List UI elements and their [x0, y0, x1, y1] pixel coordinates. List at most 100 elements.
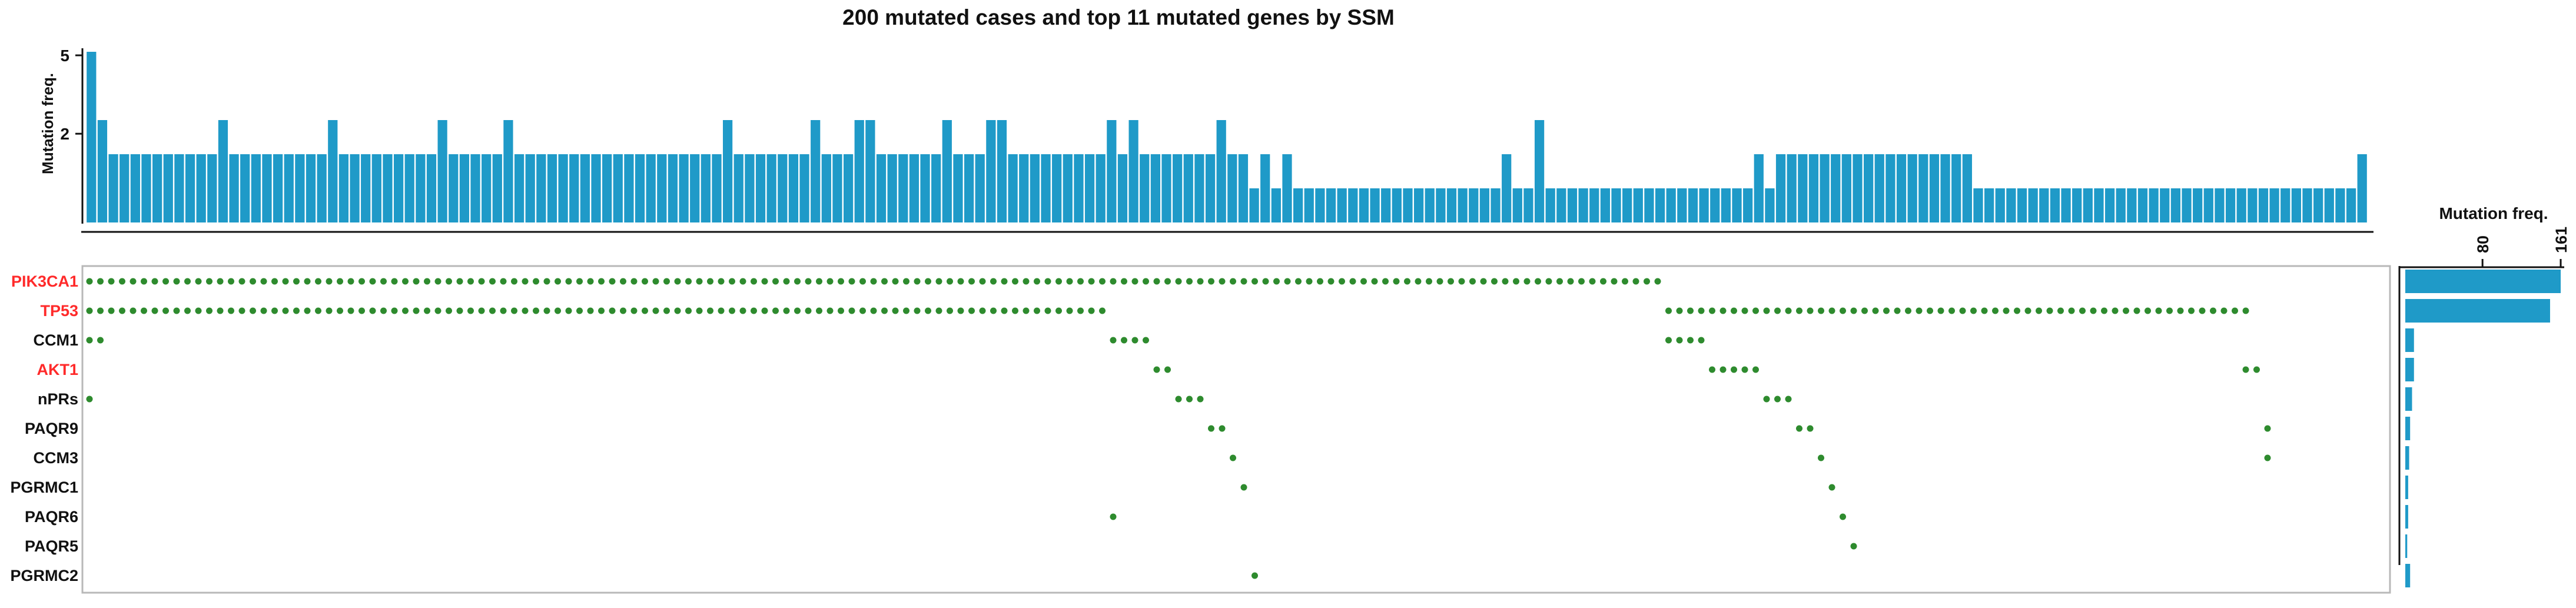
mutation-dot: [652, 278, 659, 285]
case-bar: [986, 120, 996, 222]
mutation-dot: [783, 278, 790, 285]
case-bar: [1907, 154, 1917, 222]
mutation-dot: [1741, 366, 1748, 373]
case-bar: [130, 154, 140, 222]
mutation-dot: [1850, 307, 1857, 314]
mutation-dot: [380, 278, 387, 285]
mutation-dot: [630, 278, 638, 285]
case-bar: [1918, 154, 1928, 222]
mutation-dot: [533, 307, 539, 314]
mutation-dot: [565, 278, 572, 285]
case-bar: [547, 154, 557, 222]
mutation-dot: [979, 278, 986, 285]
case-bar: [449, 154, 459, 222]
mutation-dot: [718, 278, 725, 285]
top-chart-bars: [87, 52, 2367, 222]
mutation-dot: [1164, 278, 1171, 285]
case-bar: [1381, 188, 1391, 222]
mutation-dot: [729, 307, 735, 314]
mutation-dot: [685, 278, 692, 285]
case-bar: [251, 154, 261, 222]
case-bar: [613, 154, 623, 222]
mutation-dot: [816, 278, 822, 285]
mutation-dot: [1186, 396, 1193, 403]
mutation-dot: [957, 307, 964, 314]
mutation-dot: [86, 337, 93, 344]
case-bar: [1765, 188, 1775, 222]
case-bar: [2006, 188, 2016, 222]
mutation-dot: [2253, 366, 2260, 373]
case-bar: [273, 154, 283, 222]
mutation-dot: [1012, 307, 1018, 314]
case-bar: [1425, 188, 1435, 222]
mutation-dot: [478, 278, 485, 285]
case-bar: [1183, 154, 1193, 222]
case-bar: [1030, 154, 1040, 222]
mutation-dot: [151, 307, 158, 314]
case-bar: [2248, 188, 2258, 222]
case-bar: [1743, 188, 1753, 222]
case-bar: [1150, 154, 1160, 222]
mutation-dot: [1763, 307, 1770, 314]
mutation-dot: [1426, 278, 1432, 285]
case-bar: [2072, 188, 2082, 222]
case-bar: [1556, 188, 1566, 222]
top-chart-y-tick-label: 5: [60, 46, 69, 65]
mutation-dot: [2199, 307, 2206, 314]
case-bar: [1140, 154, 1150, 222]
mutation-dot: [2123, 307, 2129, 314]
case-bar: [843, 154, 854, 222]
case-bar: [338, 154, 349, 222]
case-bar: [1688, 188, 1698, 222]
case-bar: [459, 154, 470, 222]
mutation-dot: [304, 307, 311, 314]
mutation-dot: [652, 307, 659, 314]
mutation-dot: [881, 307, 888, 314]
case-bar: [909, 154, 919, 222]
case-bar: [964, 154, 974, 222]
mutation-dot: [2036, 307, 2042, 314]
case-bar: [1491, 188, 1501, 222]
mutation-dot: [1502, 278, 1509, 285]
mutation-dot: [108, 307, 115, 314]
mutation-dot: [250, 278, 256, 285]
case-bar: [635, 154, 645, 222]
mutation-dot: [2155, 307, 2162, 314]
case-bar: [1469, 188, 1479, 222]
top-chart-y-tick-label: 2: [60, 125, 69, 143]
case-bar: [1238, 154, 1249, 222]
mutation-dot: [925, 307, 931, 314]
case-bar: [383, 154, 393, 222]
case-bar: [1052, 154, 1062, 222]
case-bar: [1864, 154, 1874, 222]
mutation-dot: [369, 307, 376, 314]
mutation-dot: [1055, 278, 1062, 285]
mutation-dot: [674, 307, 681, 314]
case-bar: [1392, 188, 1402, 222]
case-bar: [2215, 188, 2225, 222]
mutation-dot: [1709, 366, 1715, 373]
mutation-dot: [1654, 278, 1661, 285]
mutation-dot: [979, 307, 986, 314]
mutation-dot: [761, 278, 768, 285]
mutation-dot: [326, 278, 333, 285]
mutation-dot: [794, 278, 801, 285]
case-bar: [1227, 154, 1237, 222]
gene-frequency-bar: [2405, 564, 2411, 587]
mutation-dot: [1731, 366, 1737, 373]
mutation-dot: [434, 278, 441, 285]
gene-frequency-bar: [2405, 328, 2414, 352]
mutation-dot: [1513, 278, 1519, 285]
mutation-dot: [838, 278, 844, 285]
mutation-dot: [1208, 425, 1214, 432]
mutation-dot: [663, 307, 670, 314]
case-bar: [2193, 188, 2203, 222]
mutation-dot: [358, 307, 365, 314]
mutation-dot: [663, 278, 670, 285]
mutation-dot: [870, 278, 877, 285]
mutation-dot: [642, 278, 648, 285]
mutation-dot: [500, 307, 507, 314]
mutation-dot: [511, 278, 517, 285]
mutation-dot: [2014, 307, 2020, 314]
mutation-dot: [1044, 278, 1051, 285]
